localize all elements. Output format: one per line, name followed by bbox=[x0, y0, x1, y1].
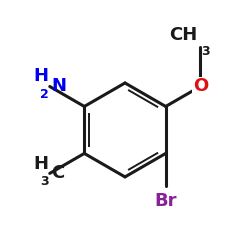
Text: Br: Br bbox=[154, 192, 177, 210]
Text: 2: 2 bbox=[40, 88, 48, 101]
Text: O: O bbox=[193, 78, 208, 96]
Text: CH: CH bbox=[170, 26, 198, 44]
Text: N: N bbox=[51, 78, 66, 96]
Text: H: H bbox=[34, 156, 48, 174]
Text: C: C bbox=[51, 164, 64, 182]
Text: 3: 3 bbox=[202, 45, 210, 58]
Text: H: H bbox=[34, 67, 48, 85]
Text: 3: 3 bbox=[40, 175, 48, 188]
